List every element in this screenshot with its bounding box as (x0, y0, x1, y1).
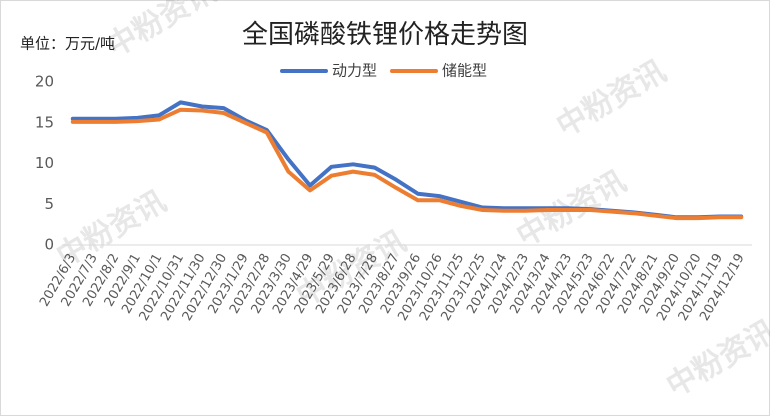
series-line (70, 107, 744, 221)
y-tick-label: 15 (35, 113, 54, 131)
y-tick-label: 20 (35, 73, 54, 91)
legend-label: 储能型 (442, 62, 487, 80)
unit-label: 单位：万元/吨 (20, 35, 115, 53)
chart-title: 全国磷酸铁锂价格走势图 (242, 20, 528, 50)
y-tick-label: 0 (44, 236, 54, 254)
y-tick-label: 5 (44, 195, 54, 213)
y-tick-label: 10 (35, 154, 54, 172)
legend-label: 动力型 (332, 62, 377, 80)
